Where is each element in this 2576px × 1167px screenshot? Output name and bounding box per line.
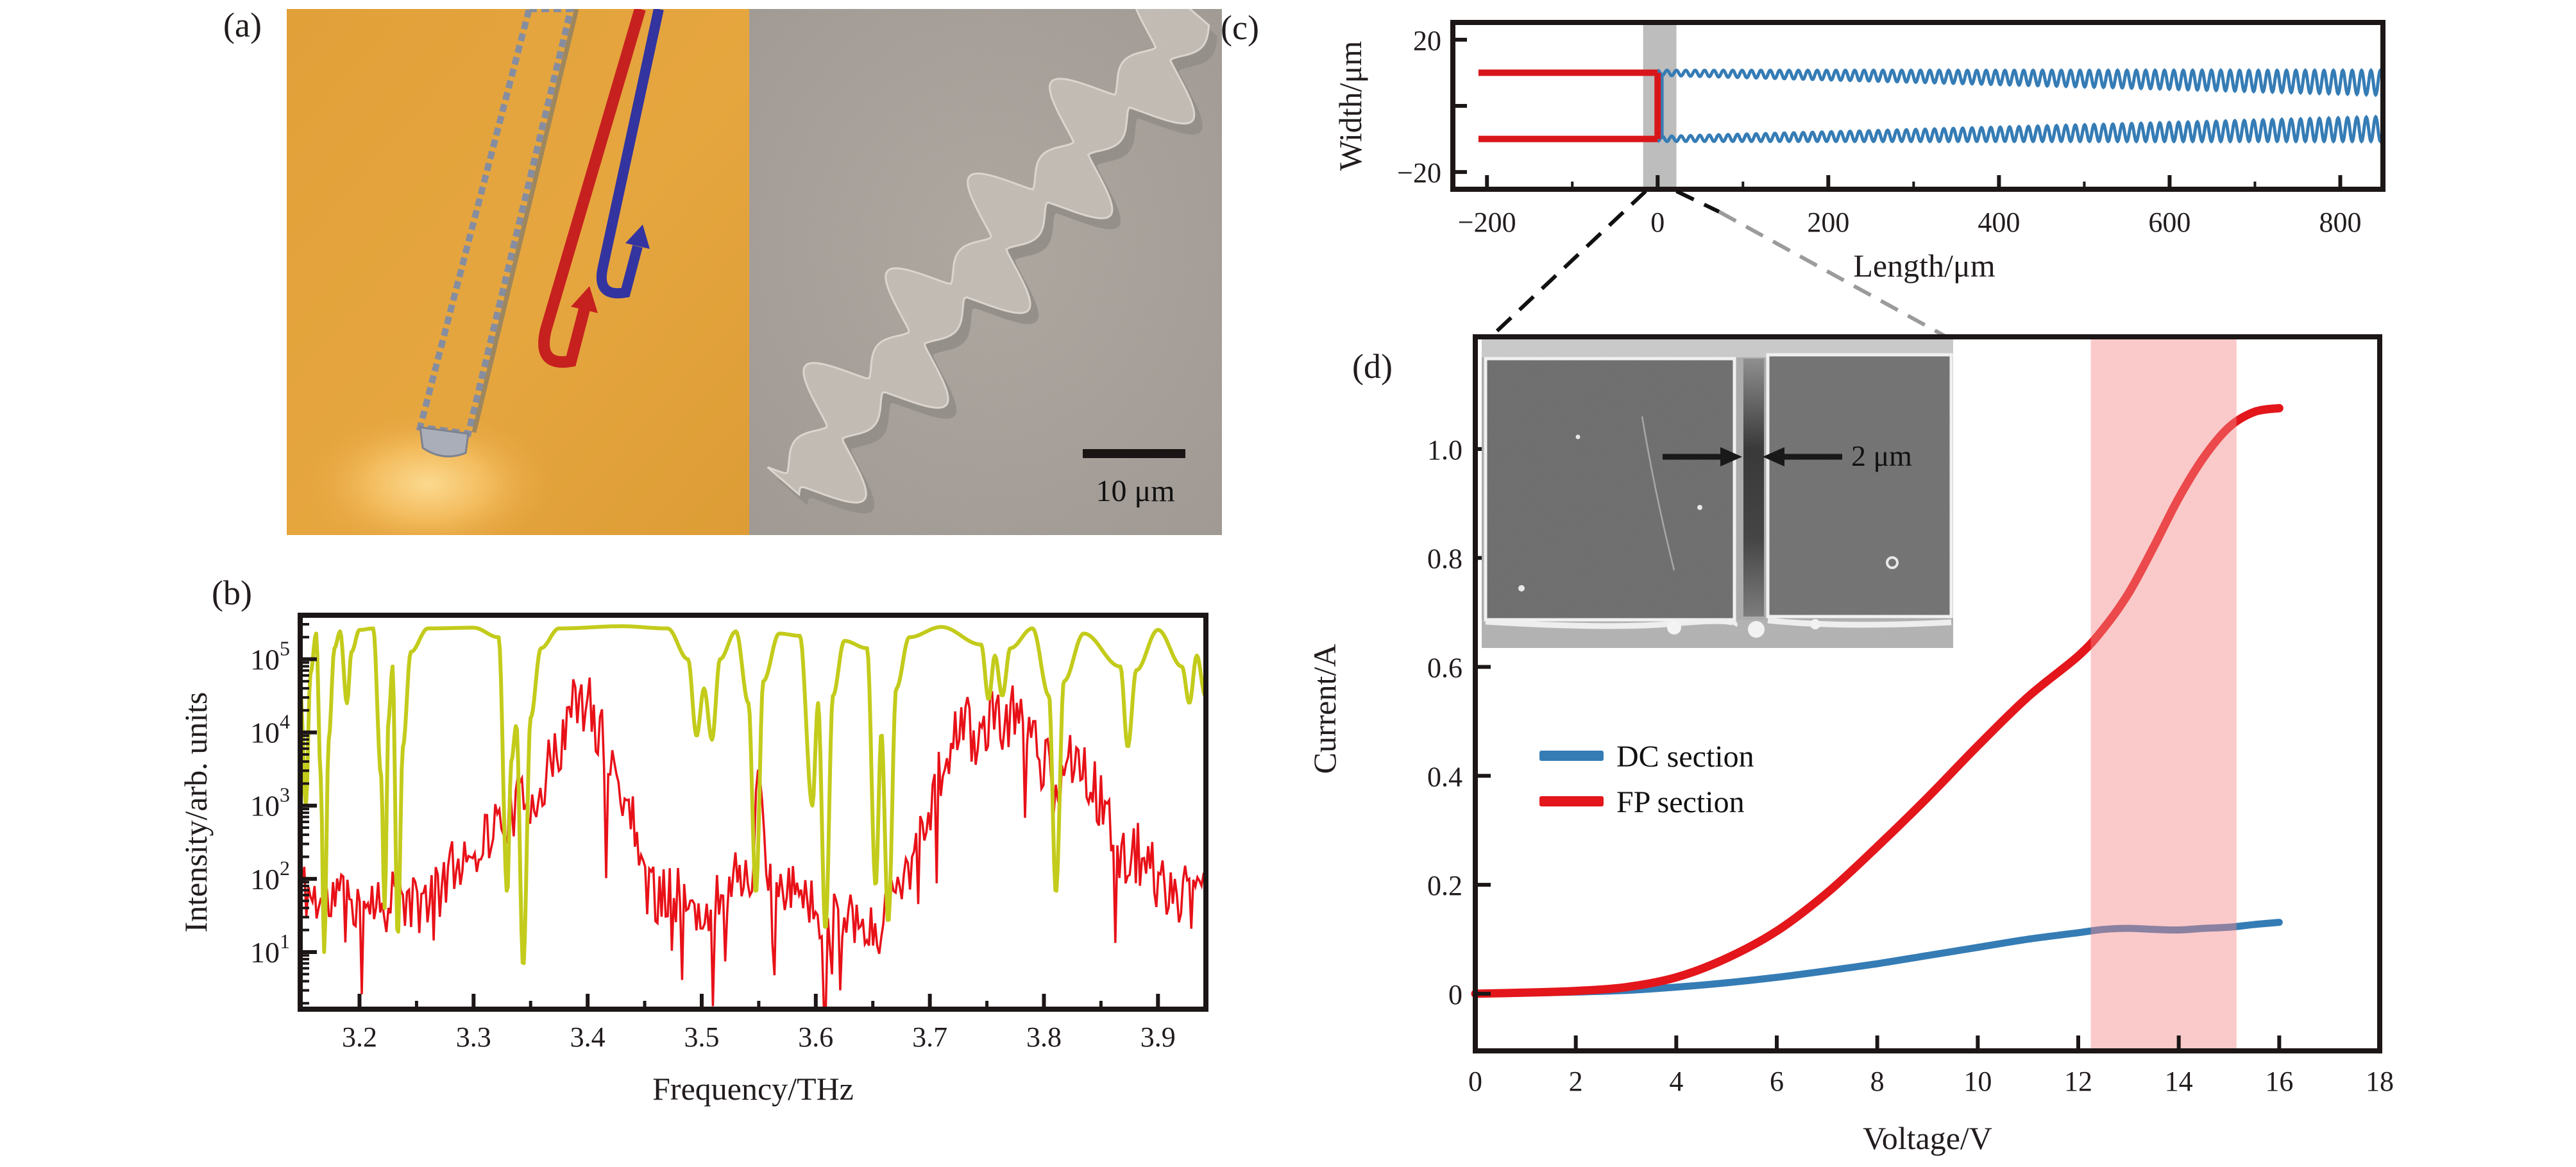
sem-fp-gap-inset xyxy=(1482,339,1953,648)
panel-c-letter: (c) xyxy=(1221,8,1259,47)
tick-label: 12 xyxy=(2064,1066,2092,1097)
tick-label: 800 xyxy=(2319,207,2361,238)
panel-b-letter: (b) xyxy=(212,574,252,612)
tick-label: 0 xyxy=(1448,979,1462,1010)
plot-frame xyxy=(1473,334,2382,1053)
panel-d-letter: (d) xyxy=(1352,347,1393,386)
red-arrowhead-icon xyxy=(571,286,598,313)
red-path-arrow xyxy=(538,9,646,368)
sem-grain-overlay xyxy=(749,9,1222,535)
legend-label-fp: FP section xyxy=(1616,785,1745,819)
y-tick-label: 104 xyxy=(250,710,290,749)
tick-label: 6 xyxy=(1770,1066,1784,1097)
emission-glow xyxy=(296,407,559,535)
tick-label: 0.6 xyxy=(1427,652,1462,683)
blue-arrowhead-icon xyxy=(625,225,650,249)
fp-section-iv-curve xyxy=(1471,404,2284,998)
tick-label: 14 xyxy=(2165,1066,2193,1097)
tick-label: 0 xyxy=(1650,207,1665,238)
tick-label: −200 xyxy=(1458,207,1516,238)
tick-label: 8 xyxy=(1870,1066,1885,1097)
tick-label: 16 xyxy=(2265,1066,2293,1097)
zoom-leader-right-start xyxy=(1675,189,1720,214)
sem-serpentine-waveguide xyxy=(749,9,1222,535)
y-tick-label: 105 xyxy=(250,636,290,676)
tick-label: 3.8 xyxy=(1026,1021,1062,1053)
waveguide-bottom-edge xyxy=(1657,114,2385,144)
y-tick-label: 101 xyxy=(250,930,290,969)
ridge-end-facet xyxy=(419,426,470,457)
tick-label: 3.6 xyxy=(798,1021,833,1053)
tick-label: 600 xyxy=(2148,207,2190,238)
tick-label: 0.2 xyxy=(1427,870,1462,901)
panel-d-x-axis-label: Voltage/V xyxy=(1863,1120,1992,1156)
scale-bar-label: 10 μm xyxy=(1096,474,1175,508)
tick-label: 0.4 xyxy=(1427,761,1462,792)
blue-path-arrow xyxy=(596,9,664,299)
y-tick-label: 103 xyxy=(250,783,290,822)
tick-label: 1.0 xyxy=(1427,434,1462,466)
legend-label-dc: DC section xyxy=(1616,740,1754,774)
tick-label: 2 xyxy=(1569,1066,1583,1097)
tick-label: 3.5 xyxy=(684,1021,719,1053)
tick-label: 0 xyxy=(1468,1066,1482,1097)
gap-width-annotation: 2 μm xyxy=(1851,439,1912,472)
tick-label: 200 xyxy=(1807,207,1849,238)
panel-c-x-axis-label: Length/μm xyxy=(1853,248,1996,284)
ridge-trench-edge xyxy=(471,9,579,433)
zoom-leader-right xyxy=(1718,210,1950,340)
tick-label: 4 xyxy=(1669,1066,1683,1097)
tick-label: 3.7 xyxy=(912,1021,947,1053)
lasing-range-band xyxy=(2090,339,2237,1048)
tick-label: 20 xyxy=(1413,25,1441,56)
legend-swatch-dc xyxy=(1539,751,1604,761)
tick-label: −20 xyxy=(1397,157,1441,189)
device-3d-render xyxy=(287,9,749,535)
scale-bar xyxy=(1083,449,1185,458)
tick-label: 3.9 xyxy=(1140,1021,1176,1053)
tick-label: 3.4 xyxy=(570,1021,606,1053)
plot-frame xyxy=(1450,20,2385,192)
panel-b-x-axis-label: Frequency/THz xyxy=(652,1071,854,1107)
tick-label: 10 xyxy=(1963,1066,1992,1097)
waveguide-top-edge xyxy=(1657,67,2385,98)
legend-swatch-fp xyxy=(1539,796,1604,806)
tick-label: 18 xyxy=(2366,1066,2394,1097)
tick-label: 3.2 xyxy=(342,1021,377,1053)
zoom-leader-left xyxy=(1487,189,1647,340)
tick-label: 0.8 xyxy=(1427,543,1462,575)
y-tick-label: 102 xyxy=(250,856,290,896)
tick-label: 400 xyxy=(1978,207,2020,238)
tick-label: 3.3 xyxy=(456,1021,491,1053)
transmission-curve xyxy=(298,624,1207,966)
inset-grain-overlay xyxy=(1482,339,1953,648)
panel-a-letter: (a) xyxy=(223,6,262,44)
